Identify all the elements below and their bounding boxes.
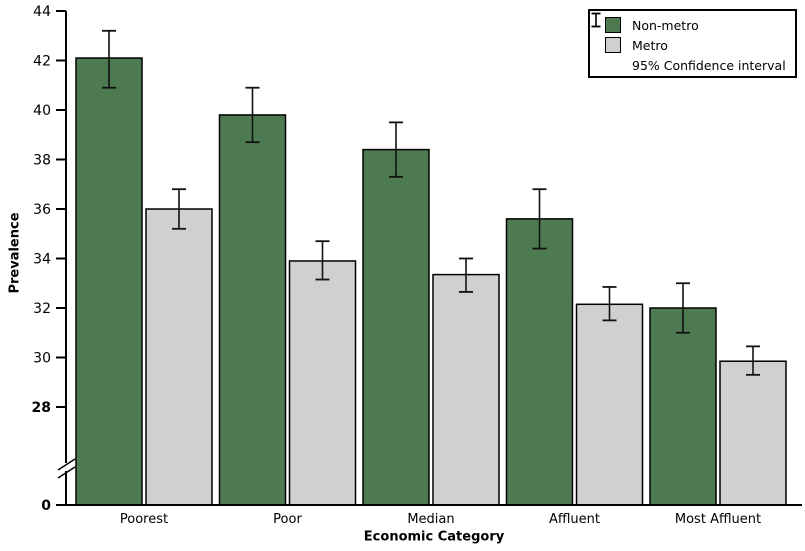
bar-metro-affluent	[575, 303, 644, 506]
bar-non-metro-poorest	[75, 57, 143, 506]
legend-item-metro: Metro	[605, 35, 795, 55]
axis-break-icon	[57, 466, 76, 479]
confidence-interval-icon	[591, 12, 621, 74]
y-tick-label: 30	[33, 351, 51, 367]
non-metro-swatch-icon	[605, 17, 621, 33]
bar-metro-most-affluent	[719, 360, 787, 506]
bar-metro-poorest	[145, 208, 213, 506]
y-tick-label: 38	[33, 153, 51, 169]
y-tick-label: 0	[41, 498, 51, 514]
legend-item-confidence-interval: 95% Confidence interval	[591, 12, 795, 75]
metro-swatch-icon	[605, 37, 621, 53]
legend: Non-metro Metro 95% Confidence interval	[588, 9, 797, 78]
x-category-label-affluent: Affluent	[549, 512, 600, 527]
bar-metro-median	[432, 273, 500, 506]
y-tick-label: 42	[33, 54, 51, 70]
legend-label: Non-metro	[632, 17, 699, 33]
bar-non-metro-most-affluent	[649, 307, 717, 506]
y-tick-label: 28	[32, 400, 51, 416]
y-tick-label: 34	[33, 252, 51, 268]
y-tick-label: 44	[33, 4, 51, 20]
legend-label: Metro	[632, 37, 668, 53]
x-category-label-poor: Poor	[273, 512, 302, 527]
x-axis-title: Economic Category	[363, 529, 505, 545]
y-tick-label: 36	[33, 202, 51, 218]
legend-label: 95% Confidence interval	[632, 57, 786, 73]
bar-non-metro-median	[362, 148, 430, 506]
x-category-label-most-affluent: Most Affluent	[675, 512, 761, 527]
x-category-label-median: Median	[407, 512, 454, 527]
axis-break-icon	[57, 458, 76, 471]
bar-non-metro-poor	[218, 114, 287, 506]
x-category-label-poorest: Poorest	[120, 512, 168, 527]
y-axis-title: Prevalence	[7, 212, 23, 294]
bar-metro-poor	[288, 260, 357, 506]
legend-item-non-metro: Non-metro	[605, 15, 795, 35]
y-tick-label: 32	[33, 301, 51, 317]
bar-non-metro-affluent	[505, 218, 574, 506]
y-tick-label: 40	[33, 103, 51, 119]
